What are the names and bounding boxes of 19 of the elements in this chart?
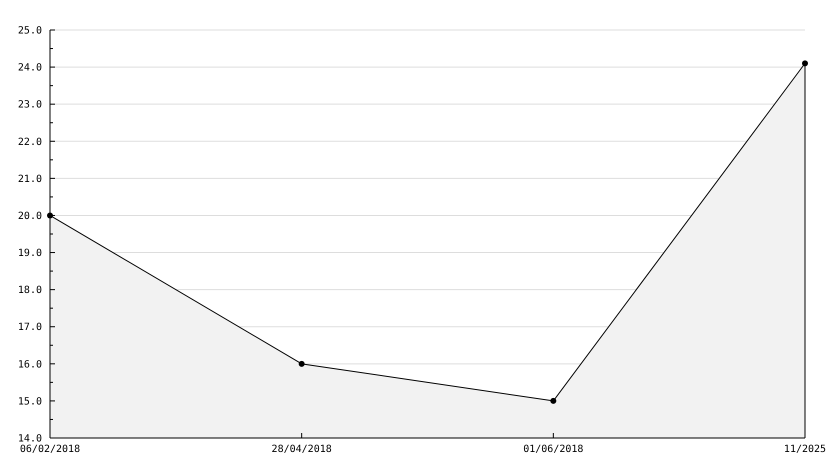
y-tick-label: 15.0 [18,396,42,408]
y-tick-label: 16.0 [18,359,42,370]
x-tick-label: 28/04/2018 [272,444,332,455]
x-tick-label: 01/06/2018 [523,444,584,455]
y-tick-label: 23.0 [18,100,42,111]
x-tick-label: 06/02/2018 [20,444,80,455]
x-tick-label: 11/2025 [784,444,826,455]
y-tick-label: 20.0 [18,210,42,222]
y-tick-label: 19.0 [18,248,42,260]
y-tick-label: 17.0 [18,322,42,334]
y-tick-label: 21.0 [18,174,42,185]
y-tick-label: 24.0 [18,62,42,74]
point [802,60,808,66]
y-tick-label: 25.0 [18,26,42,36]
point [550,398,556,404]
y-tick-label: 18.0 [18,285,42,296]
y-tick-label: 22.0 [18,136,42,148]
point [298,360,305,367]
y-tick-label: 14.0 [18,434,42,444]
